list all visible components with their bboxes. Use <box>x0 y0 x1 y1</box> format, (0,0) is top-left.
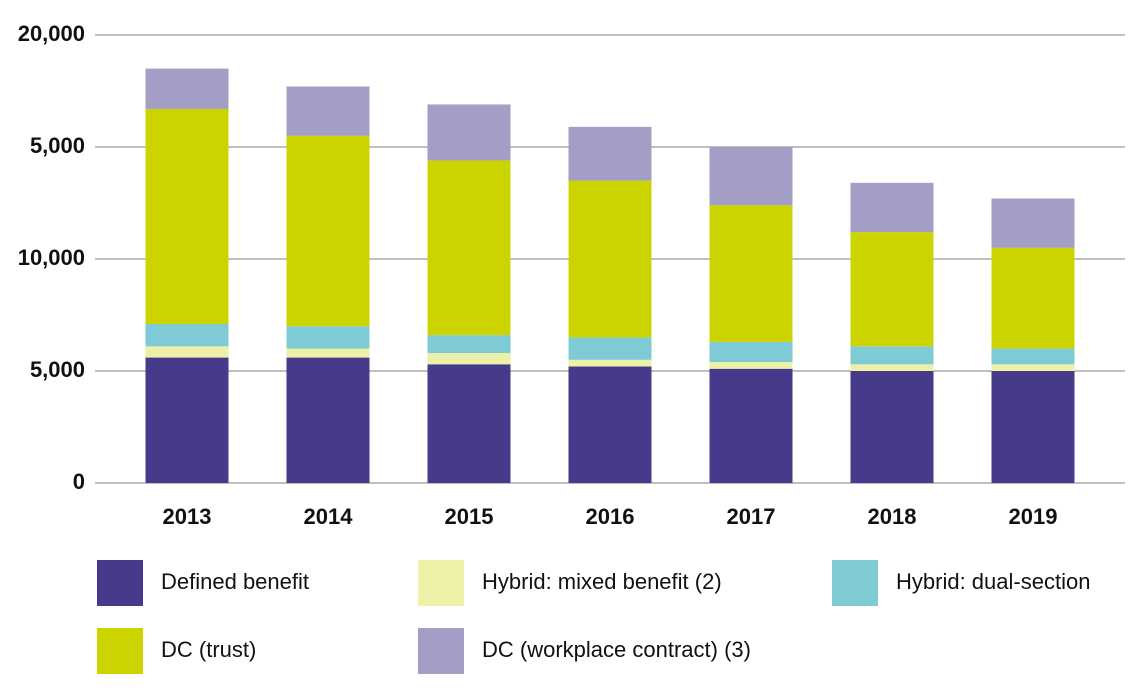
bar-segment <box>709 205 793 342</box>
bar-segment <box>850 232 934 347</box>
legend-label: Hybrid: dual-section <box>896 569 1090 594</box>
bar-segment <box>850 364 934 371</box>
legend-swatch <box>418 560 464 606</box>
legend-label: DC (workplace contract) (3) <box>482 637 751 662</box>
legend-swatch <box>418 628 464 674</box>
bar-segment <box>991 364 1075 371</box>
bar-segment <box>568 180 652 338</box>
bar-segment <box>427 335 511 354</box>
bar-segment <box>145 68 229 109</box>
legend-swatch <box>97 628 143 674</box>
y-tick-label: 0 <box>73 469 85 494</box>
bar-segment <box>286 326 370 349</box>
bar-segment <box>286 348 370 358</box>
bar-segment <box>427 160 511 336</box>
bar-segment <box>286 135 370 327</box>
bar-segment <box>568 366 652 483</box>
x-tick-label: 2017 <box>727 504 776 529</box>
bar-segment <box>850 346 934 365</box>
bar-segment <box>991 348 1075 365</box>
bar-segment <box>709 341 793 363</box>
bar-segment <box>145 357 229 483</box>
y-tick-label: 10,000 <box>18 245 85 270</box>
bar-segment <box>145 108 229 324</box>
x-tick-label: 2018 <box>868 504 917 529</box>
x-tick-label: 2014 <box>304 504 354 529</box>
bar-segment <box>427 353 511 365</box>
bar-segment <box>427 104 511 161</box>
bar-segment <box>709 368 793 483</box>
y-tick-label: 5,000 <box>30 357 85 382</box>
x-tick-label: 2016 <box>586 504 635 529</box>
bar-segment <box>850 182 934 233</box>
legend-label: Defined benefit <box>161 569 309 594</box>
bar-segment <box>991 198 1075 248</box>
bar-segment <box>991 247 1075 349</box>
bar-segment <box>568 126 652 181</box>
bar-segment <box>568 337 652 360</box>
bar-segment <box>991 371 1075 483</box>
bar-segment <box>709 147 793 206</box>
legend-label: Hybrid: mixed benefit (2) <box>482 569 722 594</box>
x-tick-label: 2013 <box>163 504 212 529</box>
y-tick-label: 20,000 <box>18 21 85 46</box>
legend-swatch <box>97 560 143 606</box>
bar-segment <box>286 86 370 136</box>
bar-segment <box>709 362 793 369</box>
bar-segment <box>145 346 229 358</box>
bar-segment <box>568 359 652 367</box>
legend-swatch <box>832 560 878 606</box>
legend-label: DC (trust) <box>161 637 256 662</box>
bar-segment <box>145 323 229 347</box>
bar-segment <box>286 357 370 483</box>
y-tick-label: 5,000 <box>30 133 85 158</box>
bar-segment <box>850 371 934 483</box>
bar-segment <box>427 364 511 483</box>
x-tick-label: 2015 <box>445 504 494 529</box>
x-tick-label: 2019 <box>1009 504 1058 529</box>
